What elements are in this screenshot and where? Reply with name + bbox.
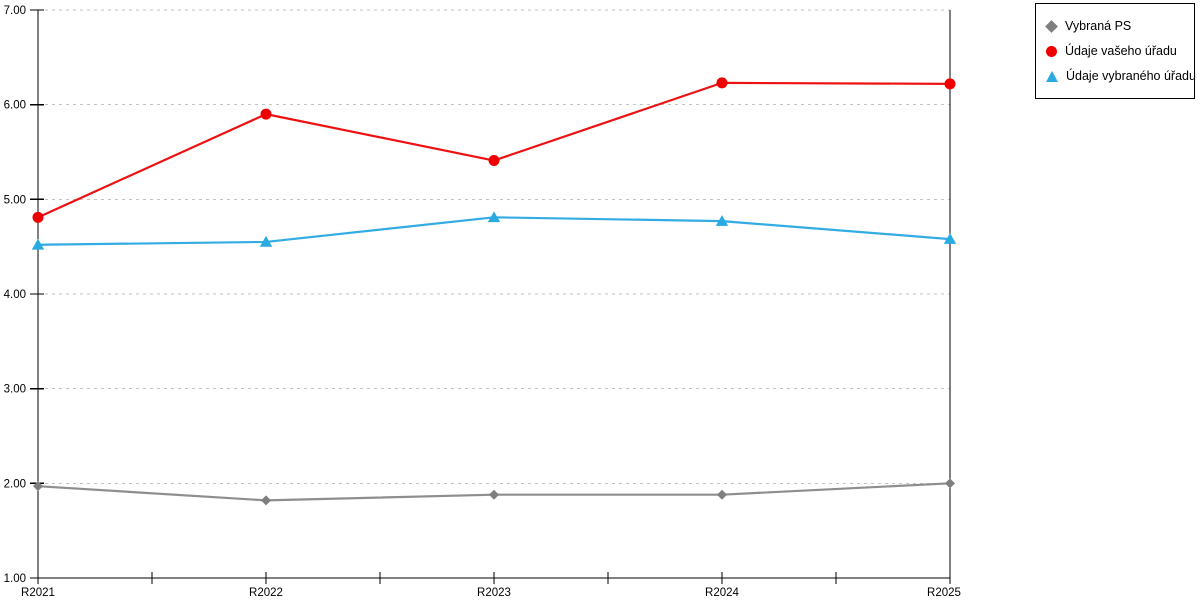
diamond-marker-icon bbox=[717, 489, 727, 500]
circle-marker-icon bbox=[944, 78, 956, 90]
y-tick-label: 5.00 bbox=[4, 194, 26, 206]
legend-item-vybrana-ps: Vybraná PS bbox=[1045, 19, 1194, 34]
series-line bbox=[37, 81, 951, 219]
legend-label: Údaje vašeho úřadu bbox=[1065, 44, 1177, 58]
x-tick-label: R2021 bbox=[21, 587, 55, 599]
circle-marker-icon bbox=[1046, 45, 1057, 57]
legend: Vybraná PS Údaje vašeho úřadu Údaje vybr… bbox=[1035, 3, 1196, 99]
triangle-marker-icon bbox=[31, 238, 45, 250]
circle-marker-icon bbox=[32, 211, 44, 223]
triangle-marker-icon bbox=[715, 215, 729, 226]
triangle-marker-icon bbox=[1046, 70, 1058, 82]
legend-item-udaje-vaseho-uradu: Údaje vašeho úřadu bbox=[1045, 44, 1194, 59]
x-tick-label: R2022 bbox=[249, 587, 283, 599]
diamond-marker-icon bbox=[945, 478, 955, 489]
y-tick-label: 4.00 bbox=[4, 289, 26, 301]
circle-marker-icon bbox=[260, 108, 272, 120]
x-tick-label: R2023 bbox=[477, 587, 511, 599]
circle-marker-icon bbox=[488, 155, 500, 167]
x-tick-label: R2025 bbox=[927, 587, 961, 599]
triangle-marker-icon bbox=[487, 211, 501, 223]
triangle-marker-icon bbox=[259, 235, 273, 247]
y-tick-label: 7.00 bbox=[4, 5, 26, 17]
diamond-marker-icon bbox=[1045, 19, 1058, 33]
diamond-marker-icon bbox=[489, 489, 499, 500]
triangle-marker-icon bbox=[943, 233, 957, 244]
x-tick-label: R2024 bbox=[705, 587, 739, 599]
legend-label: Vybraná PS bbox=[1065, 19, 1132, 33]
y-tick-label: 3.00 bbox=[4, 384, 26, 396]
diamond-marker-icon bbox=[33, 481, 43, 492]
y-tick-label: 2.00 bbox=[4, 478, 26, 490]
diamond-marker-icon bbox=[261, 495, 271, 506]
y-tick-label: 1.00 bbox=[4, 573, 26, 585]
y-tick-label: 6.00 bbox=[4, 100, 26, 112]
legend-item-udaje-vybraneho-uradu: Údaje vybraného úřadu bbox=[1045, 69, 1196, 84]
legend-label: Údaje vybraného úřadu bbox=[1066, 69, 1196, 83]
circle-marker-icon bbox=[716, 77, 728, 89]
